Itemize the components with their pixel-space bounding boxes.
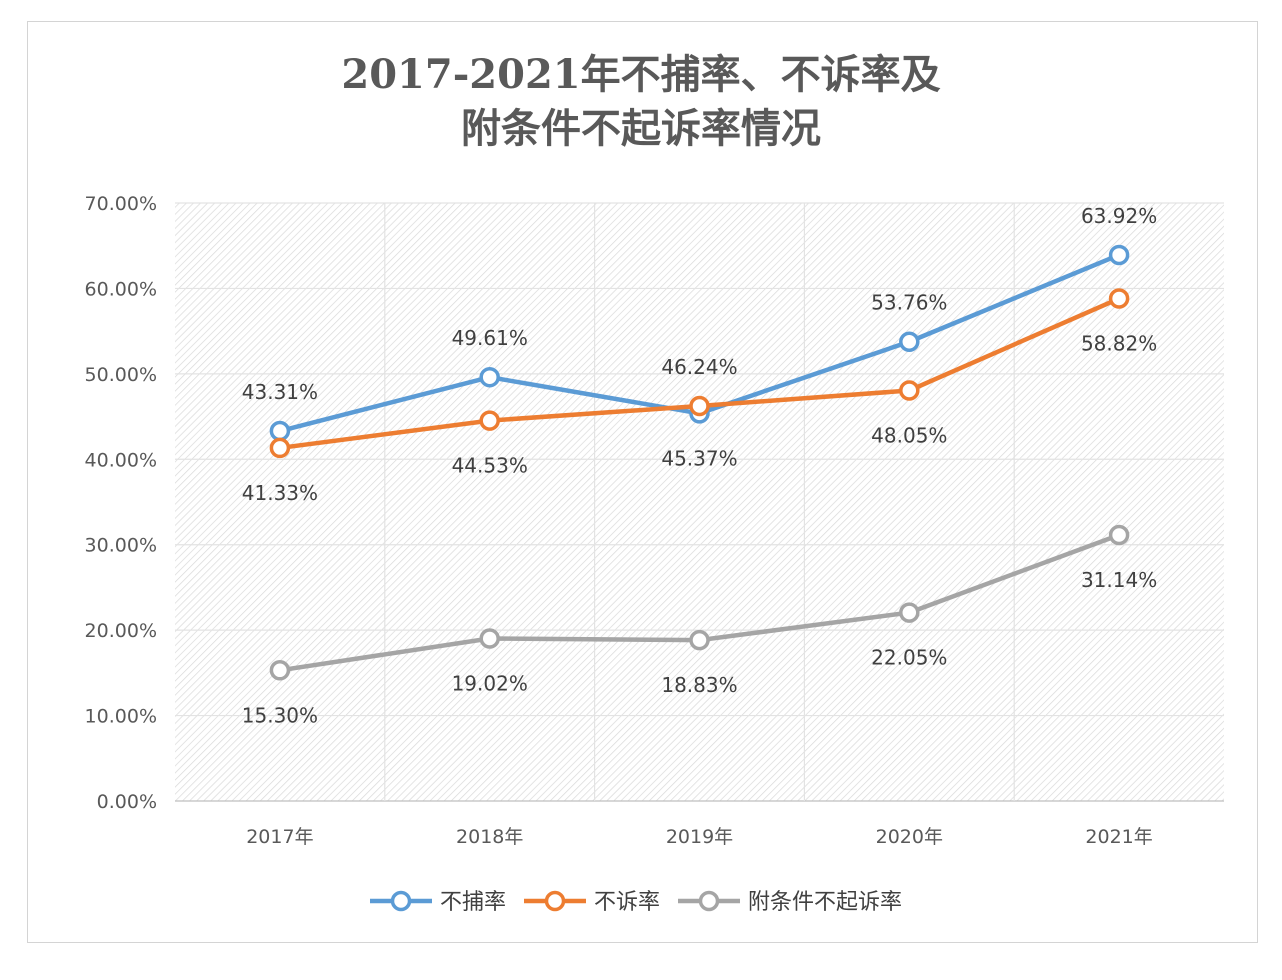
data-point	[899, 380, 920, 401]
legend-marker	[698, 890, 720, 912]
data-point	[269, 660, 291, 681]
y-axis: 0.00% 10.00% 20.00% 30.00% 40.00% 50.00% 60.00…	[85, 193, 157, 813]
y-tick-label: 60.00%	[85, 278, 157, 300]
legend-label: 附条件不起诉率	[748, 890, 902, 915]
data-label: 48.05%	[871, 424, 947, 448]
data-labels: 43.31% 49.61% 45.37% 53.76% 63.92% 41.33% 44.5…	[242, 204, 1157, 727]
data-point	[479, 628, 500, 649]
data-point	[479, 366, 500, 388]
data-label: 45.37%	[661, 446, 737, 470]
data-label: 31.14%	[1081, 568, 1157, 592]
x-tick-label: 2018年	[456, 826, 523, 848]
data-point	[269, 437, 291, 459]
x-tick-label: 2017年	[246, 826, 313, 848]
legend-label: 不捕率	[440, 890, 506, 915]
legend-marker	[390, 890, 412, 912]
data-label: 15.30%	[242, 703, 318, 727]
y-tick-label: 0.00%	[97, 791, 157, 813]
y-tick-label: 50.00%	[85, 364, 157, 386]
chart-title-line-2: 附条件不起诉率情况	[461, 105, 821, 152]
data-label: 19.02%	[452, 672, 528, 696]
legend: 不捕率 不诉率 附条件不起诉率	[370, 890, 902, 915]
x-tick-label: 2021年	[1085, 826, 1152, 848]
x-tick-label: 2019年	[666, 826, 733, 848]
data-label: 49.61%	[452, 326, 528, 350]
data-label: 41.33%	[242, 481, 318, 505]
data-point	[899, 602, 920, 623]
data-label: 46.24%	[661, 355, 737, 379]
data-point	[689, 629, 710, 651]
data-point	[689, 395, 710, 417]
data-point	[269, 420, 291, 442]
y-tick-label: 10.00%	[85, 706, 157, 728]
data-label: 53.76%	[871, 291, 947, 315]
data-label: 44.53%	[452, 454, 528, 478]
data-point	[1108, 244, 1130, 266]
x-tick-label: 2020年	[876, 826, 943, 848]
data-label: 58.82%	[1081, 332, 1157, 356]
series-group	[269, 244, 1130, 681]
y-tick-label: 20.00%	[85, 620, 157, 642]
data-point	[1108, 288, 1130, 309]
data-point	[479, 410, 500, 431]
data-label: 18.83%	[661, 673, 737, 697]
y-tick-label: 40.00%	[85, 449, 157, 471]
y-tick-label: 70.00%	[85, 193, 157, 215]
legend-label: 不诉率	[594, 890, 660, 915]
chart-title-line-1: 2017-2021年不捕率、不诉率及	[341, 51, 941, 98]
data-label: 63.92%	[1081, 204, 1157, 228]
data-label: 22.05%	[871, 646, 947, 670]
chart-title: 2017-2021年不捕率、不诉率及 附条件不起诉率情况	[0, 48, 1282, 156]
data-label: 43.31%	[242, 380, 318, 404]
y-tick-label: 30.00%	[85, 535, 157, 557]
plot-area	[175, 203, 1224, 801]
legend-marker	[544, 890, 566, 912]
data-point	[1108, 524, 1130, 546]
x-axis: 2017年 2018年 2019年 2020年 2021年	[246, 826, 1153, 848]
data-point	[899, 331, 920, 352]
